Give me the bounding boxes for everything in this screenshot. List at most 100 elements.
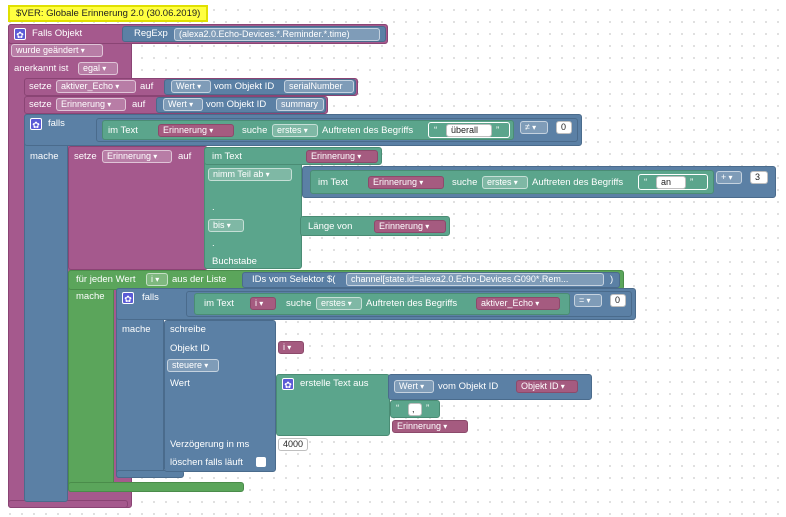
regexp-label: RegExp: [134, 28, 168, 39]
bis-dropdown[interactable]: bis: [208, 219, 244, 232]
write-title: schreibe: [170, 324, 206, 335]
if1-auftreten: Auftreten des Begriffs: [322, 125, 414, 136]
create-vom: vom Objekt ID: [438, 381, 499, 392]
substring-block[interactable]: [204, 147, 302, 269]
dot-2: .: [212, 238, 215, 249]
foreach-block[interactable]: [68, 270, 114, 492]
foreach-title: für jeden Wert: [76, 274, 136, 285]
if2-number[interactable]: 0: [610, 294, 626, 307]
if2-in-text: im Text: [204, 298, 234, 309]
set2-variable[interactable]: Erinnerung: [56, 98, 126, 111]
create-object-variable[interactable]: Objekt ID: [516, 380, 578, 393]
selector-close: ): [610, 274, 614, 285]
set2-id[interactable]: summary: [276, 98, 324, 111]
if2-suche: suche: [286, 298, 312, 309]
set1-vom: vom Objekt ID: [214, 81, 275, 92]
gear-icon[interactable]: ✿: [122, 292, 134, 304]
if1-number[interactable]: 0: [556, 121, 572, 134]
if2-variable[interactable]: i: [250, 297, 276, 310]
set3-nimm-dropdown[interactable]: nimm Teil ab: [208, 168, 292, 181]
set3-variable[interactable]: Erinnerung: [102, 150, 172, 163]
foreach-mache: mache: [76, 291, 105, 302]
clear-label: löschen falls läuft: [170, 457, 243, 468]
gear-icon[interactable]: ✿: [14, 28, 26, 40]
if2-mache: mache: [122, 324, 151, 335]
if2-auftreten: Auftreten des Begriffs: [366, 298, 458, 309]
set1-variable[interactable]: aktiver_Echo: [56, 80, 136, 93]
if1-term[interactable]: überall: [446, 124, 492, 137]
write-object-variable[interactable]: i: [278, 341, 304, 354]
condition-dropdown[interactable]: wurde geändert: [11, 44, 103, 57]
set1-value-block[interactable]: [164, 79, 356, 95]
inner-variable[interactable]: Erinnerung: [368, 176, 444, 189]
ack-dropdown[interactable]: egal: [78, 62, 118, 75]
if2-mode[interactable]: erstes: [316, 297, 362, 310]
ack-label: anerkannt ist: [14, 63, 69, 74]
write-object-label: Objekt ID: [170, 343, 210, 354]
dot-1: .: [212, 202, 215, 213]
if1-operator[interactable]: ≠: [520, 121, 548, 134]
set3-auf: auf: [178, 151, 192, 162]
plus-operator[interactable]: +: [716, 171, 742, 184]
delay-label: Verzögerung in ms: [170, 439, 250, 450]
set3-in-text: im Text: [212, 151, 242, 162]
if2-falls: falls: [142, 292, 159, 303]
clear-checkbox[interactable]: [256, 457, 266, 467]
if1-variable[interactable]: Erinnerung: [158, 124, 234, 137]
separator-quote-open: “: [396, 403, 400, 414]
regexp-block[interactable]: [122, 26, 386, 42]
inner-quote-close: ”: [690, 177, 694, 188]
if1-in-text: im Text: [108, 125, 138, 136]
inner-quote-open: “: [644, 177, 648, 188]
set1-property[interactable]: Wert: [171, 80, 211, 93]
write-mode-dropdown[interactable]: steuere: [167, 359, 219, 372]
buchstabe-label: Buchstabe: [212, 256, 257, 267]
length-variable[interactable]: Erinnerung: [374, 220, 446, 233]
inner-suche: suche: [452, 177, 478, 188]
set3-keyword: setze: [74, 151, 97, 162]
create-erinnerung-variable[interactable]: Erinnerung: [392, 420, 468, 433]
create-text-block[interactable]: [276, 374, 390, 436]
inner-mode[interactable]: erstes: [482, 176, 528, 189]
if-block-outer[interactable]: [24, 114, 68, 502]
set1-auf: auf: [140, 81, 154, 92]
trigger-footer: [8, 500, 128, 508]
script-comment[interactable]: $VER: Globale Erinnerung 2.0 (30.06.2019…: [8, 5, 209, 22]
delay-input[interactable]: 4000: [278, 438, 308, 451]
set2-auf: auf: [132, 99, 146, 110]
if1-mache: mache: [30, 151, 59, 162]
separator-quote-close: ”: [426, 403, 430, 414]
write-wert-label: Wert: [170, 378, 190, 389]
gear-icon[interactable]: ✿: [282, 378, 294, 390]
if2-term-variable[interactable]: aktiver_Echo: [476, 297, 560, 310]
set2-vom: vom Objekt ID: [206, 99, 267, 110]
create-property[interactable]: Wert: [394, 380, 434, 393]
gear-icon[interactable]: ✿: [30, 118, 42, 130]
trigger-title: Falls Objekt: [32, 28, 83, 39]
selector-label: IDs vom Selektor $(: [252, 274, 336, 285]
length-label: Länge von: [308, 221, 353, 232]
plus-number[interactable]: 3: [750, 171, 768, 184]
if1-falls: falls: [48, 118, 65, 129]
separator-value[interactable]: ,: [408, 403, 422, 416]
set2-property[interactable]: Wert: [163, 98, 203, 111]
create-text-label: erstelle Text aus: [300, 378, 369, 389]
set3-source-variable[interactable]: Erinnerung: [306, 150, 378, 163]
write-block[interactable]: [164, 320, 276, 472]
if1-mode[interactable]: erstes: [272, 124, 318, 137]
inner-if-footer: [116, 470, 184, 478]
foreach-variable[interactable]: i: [146, 273, 168, 286]
selector-block[interactable]: [242, 272, 620, 288]
if1-quote-close: ”: [496, 125, 500, 136]
if1-suche: suche: [242, 125, 268, 136]
inner-in-text: im Text: [318, 177, 348, 188]
if2-operator[interactable]: =: [574, 294, 602, 307]
set1-keyword: setze: [29, 81, 52, 92]
inner-auftreten: Auftreten des Begriffs: [532, 177, 624, 188]
set1-id[interactable]: serialNumber: [284, 80, 354, 93]
regexp-value[interactable]: (alexa2.0.Echo-Devices.*.Reminder.*.time…: [174, 28, 380, 41]
set-substring-block[interactable]: [68, 146, 208, 270]
inner-term[interactable]: an: [656, 176, 686, 189]
if1-quote-open: “: [434, 125, 438, 136]
selector-value[interactable]: channel[state.id=alexa2.0.Echo-Devices.G…: [346, 273, 604, 286]
